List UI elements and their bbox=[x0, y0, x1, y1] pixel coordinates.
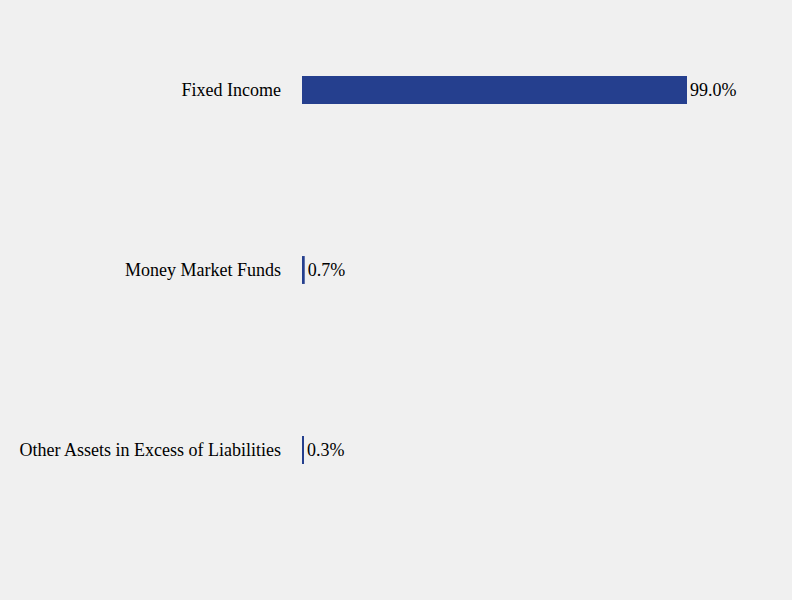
svg-text:Money Market Funds: Money Market Funds bbox=[125, 260, 281, 280]
svg-text:Fixed Income: Fixed Income bbox=[182, 80, 281, 100]
svg-text:Other Assets in Excess of Liab: Other Assets in Excess of Liabilities bbox=[20, 440, 281, 460]
svg-text:0.3%: 0.3% bbox=[307, 440, 345, 460]
svg-text:0.7%: 0.7% bbox=[308, 260, 346, 280]
svg-text:99.0%: 99.0% bbox=[690, 80, 737, 100]
